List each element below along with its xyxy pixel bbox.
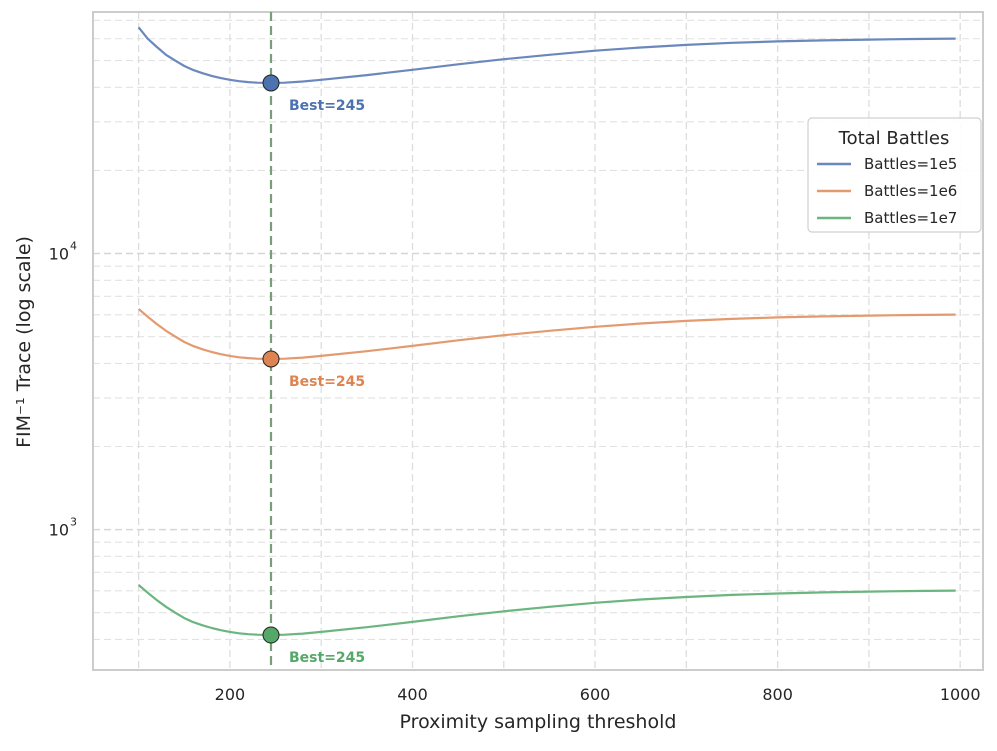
best-point-label-1: Best=245 xyxy=(289,98,365,114)
legend: Total Battles Battles=1e5Battles=1e6Batt… xyxy=(807,117,982,233)
legend-label-1: Battles=1e5 xyxy=(864,155,957,173)
series-line-2 xyxy=(137,308,956,361)
x-tick-label: 200 xyxy=(215,685,246,704)
y-tick-label: 10 xyxy=(49,245,69,264)
legend-box xyxy=(807,117,982,233)
y-tick-label: 10 xyxy=(49,521,69,540)
plot-area-frame xyxy=(92,11,984,671)
y-tick-exponent: 3 xyxy=(70,516,77,529)
best-marker-layer: Best=245 Best=245 Best=245 xyxy=(262,74,365,666)
x-axis-label: Proximity sampling threshold xyxy=(400,711,677,733)
best-point-label-3: Best=245 xyxy=(289,650,365,666)
legend-label-3: Battles=1e7 xyxy=(864,209,957,227)
best-point-marker-3 xyxy=(262,626,280,644)
y-tick-exponent: 4 xyxy=(70,240,77,253)
x-tick-label: 600 xyxy=(580,685,611,704)
x-tick-label: 800 xyxy=(762,685,793,704)
y-axis-label: FIM⁻¹ Trace (log scale) xyxy=(13,236,35,448)
series-layer xyxy=(137,26,956,637)
best-point-label-2: Best=245 xyxy=(289,374,365,390)
x-tick-labels: 200 400 600 800 1000 xyxy=(215,685,981,704)
legend-title: Total Battles xyxy=(838,128,950,149)
best-point-marker-2 xyxy=(262,350,280,368)
series-line-3 xyxy=(137,584,956,637)
grid-layer xyxy=(93,12,983,670)
series-line-1 xyxy=(137,26,956,84)
x-tick-label: 400 xyxy=(397,685,428,704)
legend-label-2: Battles=1e6 xyxy=(864,182,957,200)
legend-items: Battles=1e5 Battles=1e6 Battles=1e7 xyxy=(817,155,957,227)
x-tick-label: 1000 xyxy=(940,685,981,704)
best-point-marker-1 xyxy=(262,74,280,92)
